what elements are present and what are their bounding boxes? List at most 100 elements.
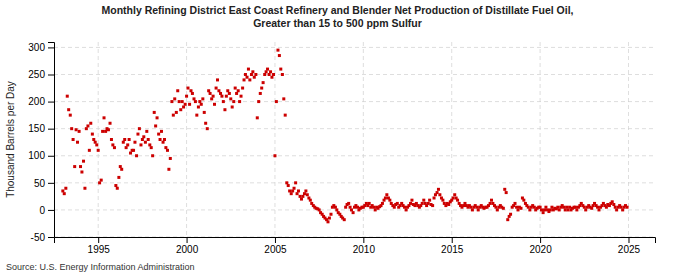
axis-line — [48, 43, 55, 238]
grid-line-x — [274, 42, 275, 237]
point — [203, 111, 206, 114]
point — [263, 73, 266, 76]
point — [265, 70, 268, 73]
point — [281, 73, 284, 76]
point — [490, 199, 493, 202]
tick-label: 200 — [28, 96, 45, 107]
point — [237, 89, 240, 92]
tick-mark — [48, 102, 54, 103]
point — [621, 208, 624, 211]
tick: -50 — [31, 232, 54, 243]
point — [160, 130, 163, 133]
point — [135, 154, 138, 157]
point — [296, 192, 299, 195]
tick: 250 — [28, 69, 54, 80]
point — [597, 208, 600, 211]
point — [564, 208, 567, 211]
tick-label: 0 — [39, 205, 45, 216]
point — [163, 138, 166, 141]
point — [172, 114, 175, 117]
point — [215, 87, 218, 90]
point — [385, 193, 388, 196]
point — [290, 192, 293, 195]
point — [234, 87, 237, 90]
point — [92, 138, 95, 141]
tick: 200 — [28, 96, 54, 107]
x-axis: 1995200020052010201520202025 — [55, 237, 656, 255]
tick-label: 2025 — [618, 244, 641, 255]
point — [164, 146, 167, 149]
point — [428, 199, 431, 202]
point — [206, 127, 209, 130]
tick-label: 50 — [34, 178, 46, 189]
point — [119, 165, 122, 168]
point — [329, 213, 332, 216]
point — [157, 133, 160, 136]
point — [191, 92, 194, 95]
point — [120, 168, 123, 171]
point — [246, 76, 249, 79]
point — [620, 206, 623, 209]
point — [78, 130, 81, 133]
point — [574, 206, 577, 209]
y-axis: -50050100150200250300 — [28, 42, 54, 243]
point — [179, 108, 182, 111]
title-line: Monthly Refining District East Coast Ref… — [102, 4, 574, 16]
point — [565, 206, 568, 209]
point — [293, 187, 296, 190]
point — [138, 127, 141, 130]
point — [396, 202, 399, 205]
point — [318, 208, 321, 211]
point — [567, 208, 570, 211]
point — [139, 143, 142, 146]
point — [80, 171, 83, 174]
point — [452, 197, 455, 200]
point — [153, 111, 156, 114]
point — [514, 202, 517, 205]
point — [471, 208, 474, 211]
point — [304, 189, 307, 192]
tick: 2025 — [618, 237, 641, 255]
point — [527, 206, 530, 209]
point — [133, 141, 136, 144]
point — [253, 76, 256, 79]
point — [248, 78, 251, 81]
point — [522, 199, 525, 202]
point — [291, 189, 294, 192]
point — [256, 116, 259, 119]
point — [456, 199, 459, 202]
source: Source: U.S. Energy Information Administ… — [6, 262, 195, 272]
point — [438, 193, 441, 196]
point — [543, 208, 546, 211]
tick-label: 2020 — [529, 244, 552, 255]
point — [235, 92, 238, 95]
point — [356, 206, 359, 209]
point — [334, 206, 337, 209]
point — [405, 208, 408, 211]
point — [148, 143, 151, 146]
point — [626, 206, 629, 209]
point — [393, 206, 396, 209]
point — [268, 73, 271, 76]
point — [104, 130, 107, 133]
tick-mark — [48, 156, 54, 157]
grid-line-y — [54, 74, 655, 75]
point — [216, 78, 219, 81]
grid — [54, 42, 655, 237]
point — [558, 208, 561, 211]
point — [584, 208, 587, 211]
point — [194, 100, 197, 103]
point — [469, 206, 472, 209]
point — [422, 199, 425, 202]
point — [145, 130, 148, 133]
tick-mark — [540, 237, 541, 243]
grid-line-x — [540, 42, 541, 237]
tick-label: 100 — [28, 150, 45, 161]
grid-line-y — [54, 101, 655, 102]
point — [503, 188, 506, 191]
point — [347, 202, 350, 205]
tick: 2000 — [176, 237, 199, 255]
point — [615, 208, 618, 211]
point — [63, 192, 66, 195]
tick-label: 2005 — [264, 244, 287, 255]
